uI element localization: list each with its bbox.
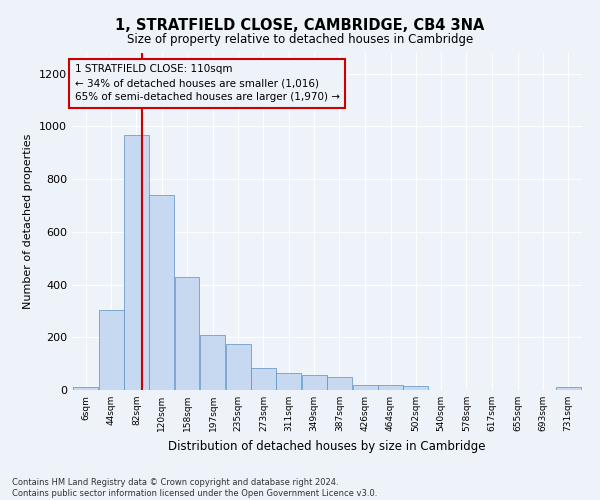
Bar (149, 196, 174, 390)
Bar (276, 373, 301, 390)
Bar (99, 310, 124, 390)
Bar (251, 368, 276, 390)
Bar (124, 135, 149, 390)
Bar (403, 386, 428, 390)
Bar (353, 384, 378, 390)
Bar (302, 376, 326, 390)
Bar (226, 344, 251, 390)
Text: 1, STRATFIELD CLOSE, CAMBRIDGE, CB4 3NA: 1, STRATFIELD CLOSE, CAMBRIDGE, CB4 3NA (115, 18, 485, 32)
Bar (327, 377, 352, 390)
Bar (378, 384, 403, 390)
Text: Size of property relative to detached houses in Cambridge: Size of property relative to detached ho… (127, 32, 473, 46)
Bar (200, 334, 226, 390)
X-axis label: Distribution of detached houses by size in Cambridge: Distribution of detached houses by size … (168, 440, 486, 452)
Y-axis label: Number of detached properties: Number of detached properties (23, 134, 34, 309)
Bar (73, 388, 98, 390)
Bar (556, 388, 581, 390)
Text: 1 STRATFIELD CLOSE: 110sqm
← 34% of detached houses are smaller (1,016)
65% of s: 1 STRATFIELD CLOSE: 110sqm ← 34% of deta… (74, 64, 340, 102)
Bar (175, 276, 199, 390)
Text: Contains HM Land Registry data © Crown copyright and database right 2024.
Contai: Contains HM Land Registry data © Crown c… (12, 478, 377, 498)
